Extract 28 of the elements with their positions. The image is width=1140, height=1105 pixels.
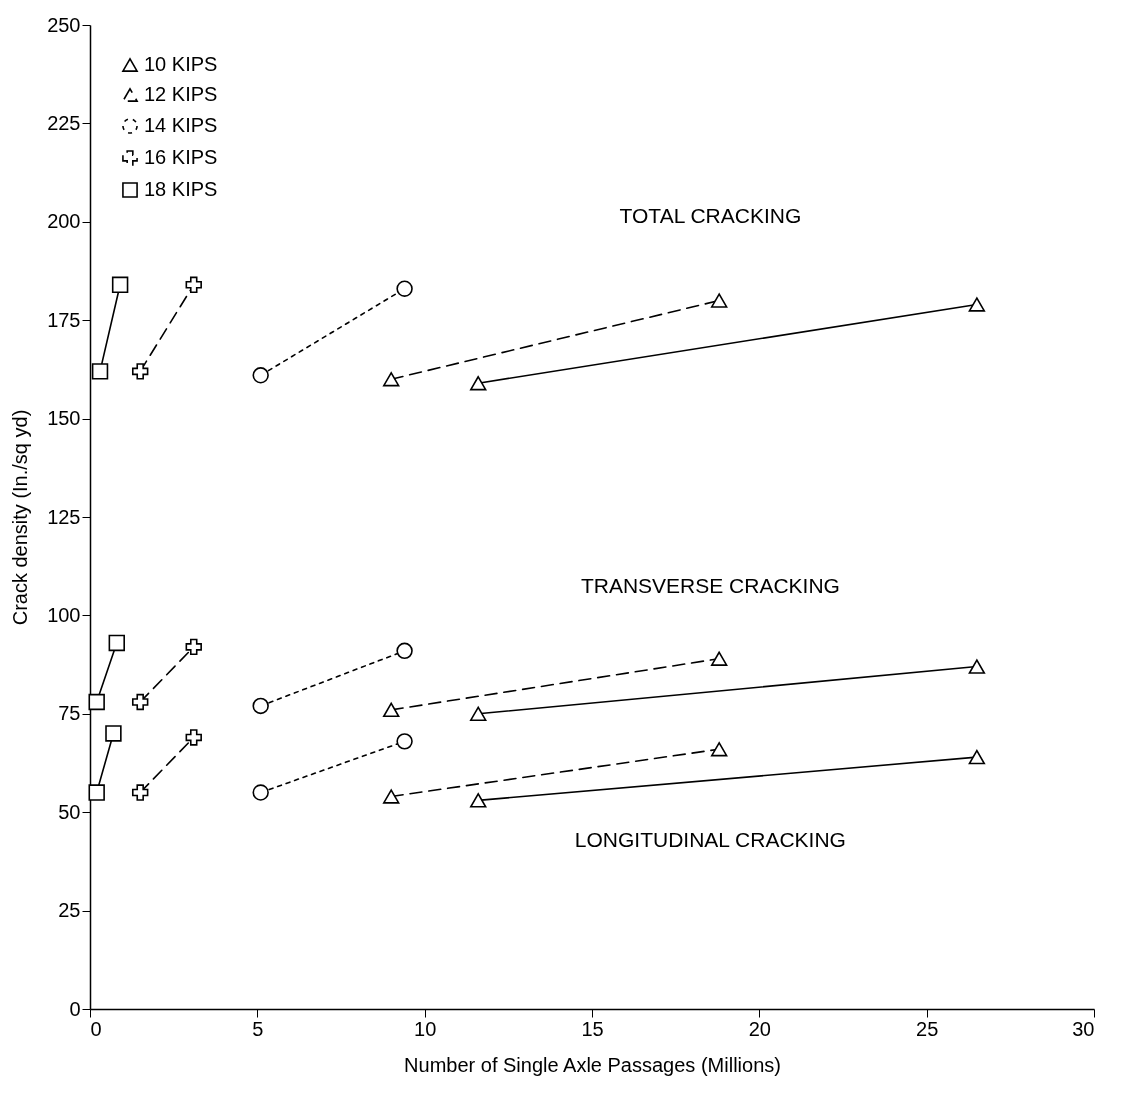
y-tick-label: 250 bbox=[47, 13, 81, 36]
annotation: TOTAL CRACKING bbox=[619, 204, 802, 227]
x-axis-title: Number of Single Axle Passages (Millions) bbox=[404, 1053, 781, 1076]
y-tick-label: 225 bbox=[47, 111, 81, 134]
x-tick-label: 15 bbox=[581, 1017, 604, 1040]
x-tick-label: 20 bbox=[748, 1017, 771, 1040]
x-tick-label: 0 bbox=[90, 1017, 102, 1040]
y-tick-label: 25 bbox=[58, 899, 81, 922]
x-tick-label: 25 bbox=[916, 1017, 939, 1040]
y-tick-label: 0 bbox=[69, 997, 81, 1020]
y-tick-label: 175 bbox=[47, 308, 81, 331]
legend-label: 12 KIPS bbox=[144, 83, 218, 105]
x-tick-label: 10 bbox=[414, 1017, 437, 1040]
x-tick-label: 30 bbox=[1072, 1017, 1095, 1040]
x-tick-label: 5 bbox=[252, 1017, 264, 1040]
legend-label: 10 KIPS bbox=[144, 53, 218, 75]
annotation: TRANSVERSE CRACKING bbox=[580, 573, 840, 597]
y-axis-title: Crack density (In./sq yd) bbox=[9, 409, 32, 626]
y-tick-label: 50 bbox=[58, 800, 81, 823]
y-tick-label: 125 bbox=[47, 505, 81, 528]
y-tick-label: 75 bbox=[58, 702, 81, 725]
legend-label: 16 KIPS bbox=[144, 146, 218, 168]
y-tick-label: 150 bbox=[47, 407, 81, 430]
legend-label: 14 KIPS bbox=[144, 114, 218, 136]
annotation: LONGITUDINAL CRACKING bbox=[574, 828, 846, 851]
legend-label: 18 KIPS bbox=[144, 178, 218, 200]
y-tick-label: 200 bbox=[47, 210, 81, 233]
y-tick-label: 100 bbox=[47, 603, 81, 626]
